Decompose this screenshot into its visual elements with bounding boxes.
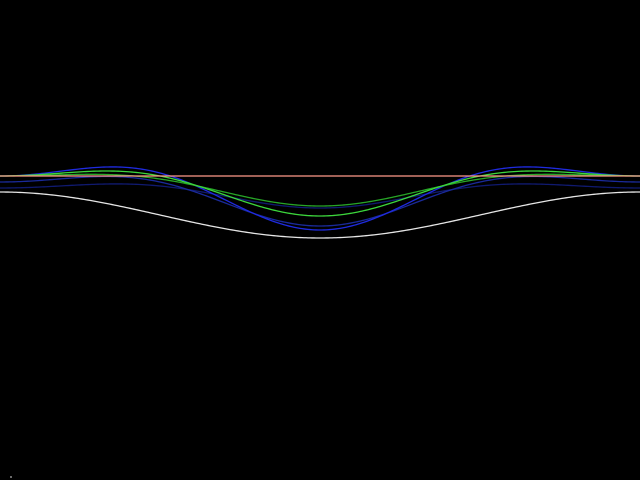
white-curve — [0, 191, 640, 239]
green-curve-small — [0, 173, 640, 207]
dark-blue-faint-curve — [0, 183, 640, 209]
blue-curve-outer — [0, 166, 640, 231]
green-curve-large — [0, 170, 640, 217]
corner-pixel — [10, 476, 12, 478]
